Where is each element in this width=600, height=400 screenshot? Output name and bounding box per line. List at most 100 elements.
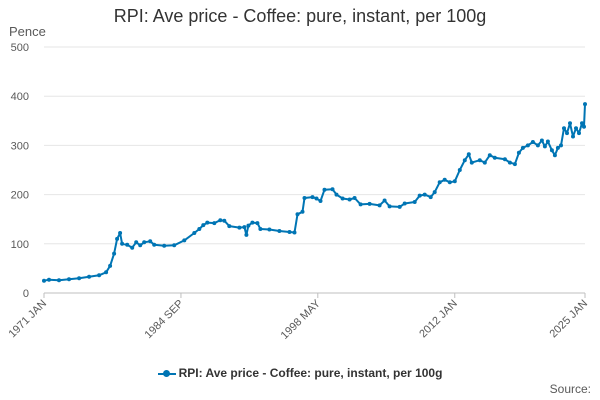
- legend[interactable]: RPI: Ave price - Coffee: pure, instant, …: [0, 366, 600, 380]
- data-point: [542, 144, 547, 149]
- legend-marker-icon: [157, 369, 176, 379]
- data-point: [565, 131, 569, 136]
- data-point: [347, 197, 352, 202]
- x-tick-label: 1971 JAN: [6, 298, 49, 341]
- y-axis-unit-label: Pence: [9, 24, 46, 39]
- data-point: [201, 223, 206, 228]
- data-point: [367, 201, 372, 206]
- data-point: [244, 232, 249, 237]
- source-label: Source:: [549, 382, 591, 396]
- data-point: [452, 179, 457, 184]
- data-point: [574, 126, 578, 131]
- data-point: [134, 240, 139, 245]
- y-axis-ticks: 0 100 200 300 400 500: [11, 42, 29, 300]
- data-point: [77, 276, 82, 281]
- data-point: [295, 212, 300, 217]
- data-point: [469, 160, 474, 165]
- data-point: [292, 230, 297, 235]
- data-point: [250, 220, 255, 225]
- y-tick-label: 300: [11, 140, 29, 152]
- data-point: [227, 224, 232, 229]
- data-point: [287, 230, 292, 234]
- data-point: [442, 177, 447, 182]
- y-tick-label: 100: [11, 239, 29, 251]
- data-point: [549, 148, 554, 153]
- data-point: [382, 198, 387, 203]
- data-point: [482, 160, 487, 165]
- data-point: [334, 192, 339, 197]
- legend-label: RPI: Ave price - Coffee: pure, instant, …: [178, 366, 443, 380]
- data-point: [577, 131, 581, 136]
- data-point: [142, 240, 147, 245]
- data-point: [466, 152, 471, 157]
- data-point: [302, 196, 307, 200]
- data-point: [539, 138, 544, 143]
- data-point: [255, 221, 260, 226]
- data-point: [397, 204, 402, 209]
- data-point: [402, 201, 407, 206]
- data-point: [352, 196, 357, 200]
- data-point: [277, 229, 282, 233]
- data-point: [267, 227, 272, 232]
- data-point: [583, 102, 587, 107]
- data-point: [545, 139, 550, 144]
- data-point: [47, 277, 51, 282]
- data-point: [87, 274, 92, 279]
- data-point: [422, 192, 427, 197]
- data-point: [568, 121, 572, 126]
- series-line[interactable]: [43, 104, 586, 282]
- y-tick-label: 200: [11, 190, 29, 202]
- data-point: [205, 220, 210, 225]
- data-point: [507, 160, 512, 165]
- data-point: [182, 238, 187, 243]
- data-point: [582, 124, 586, 129]
- x-axis-ticks: 1971 JAN 1984 SEP 1998 MAY 2012 JAN 2025 JAN: [6, 293, 590, 342]
- data-point: [118, 231, 123, 235]
- data-point: [322, 187, 327, 192]
- data-point: [358, 202, 363, 207]
- data-point: [330, 187, 335, 192]
- data-point: [130, 245, 135, 250]
- data-point: [138, 243, 143, 248]
- data-point: [487, 153, 492, 158]
- y-tick-label: 0: [23, 288, 29, 300]
- y-tick-label: 400: [11, 91, 29, 103]
- data-point: [457, 168, 462, 172]
- data-point: [477, 158, 482, 163]
- line-chart: 0 100 200 300 400 500 1971 JAN 1984 SEP 1998 MA…: [6, 42, 590, 342]
- data-point: [108, 263, 113, 268]
- x-tick-label: 2012 JAN: [417, 298, 460, 341]
- data-point: [57, 278, 61, 283]
- data-point: [512, 162, 517, 167]
- data-point: [530, 140, 535, 144]
- data-point: [197, 227, 202, 231]
- data-point: [67, 277, 71, 282]
- data-point: [437, 180, 442, 185]
- x-tick-label: 1984 SEP: [143, 298, 187, 342]
- data-point: [148, 239, 153, 244]
- data-point: [555, 145, 560, 150]
- data-point: [387, 204, 392, 209]
- data-point: [112, 251, 117, 256]
- data-point: [125, 242, 130, 247]
- data-point: [314, 196, 319, 201]
- chart-title: RPI: Ave price - Coffee: pure, instant, …: [113, 6, 487, 26]
- data-point: [246, 223, 251, 228]
- data-point: [340, 196, 345, 201]
- data-point: [559, 143, 563, 148]
- data-point: [502, 157, 507, 162]
- data-point: [115, 236, 120, 241]
- data-point: [97, 273, 102, 278]
- data-point: [104, 270, 109, 275]
- data-point: [562, 126, 566, 131]
- data-point: [192, 231, 197, 235]
- data-point: [447, 180, 452, 185]
- data-point: [432, 190, 437, 195]
- data-point: [462, 158, 467, 163]
- x-tick-label: 2025 JAN: [547, 298, 590, 341]
- data-point: [535, 143, 540, 148]
- x-tick-label: 1998 MAY: [279, 297, 324, 342]
- data-point: [571, 134, 575, 139]
- data-point: [520, 145, 525, 150]
- y-gridlines: [44, 46, 585, 245]
